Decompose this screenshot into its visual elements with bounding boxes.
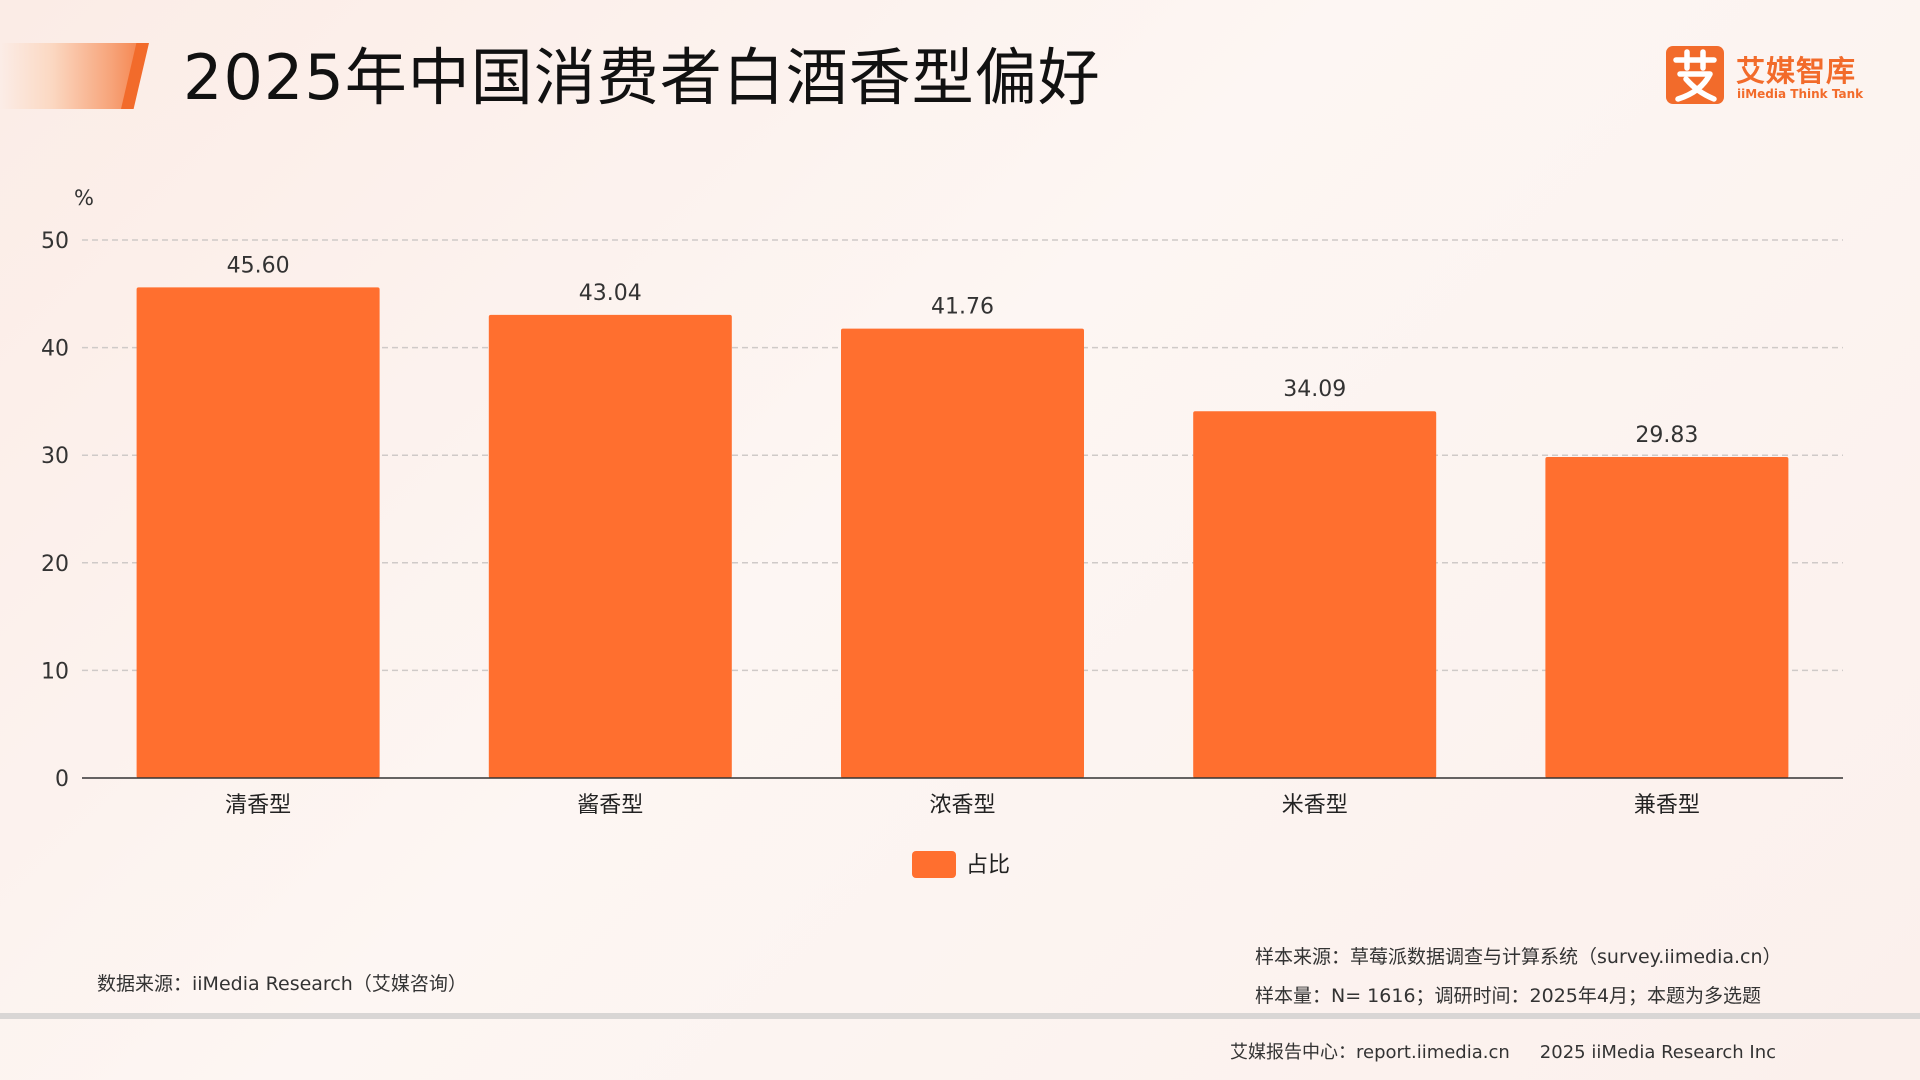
x-category-label: 米香型 <box>1282 793 1348 818</box>
logo-name-en: iiMedia Think Tank <box>1737 87 1864 101</box>
x-category-label: 兼香型 <box>1634 793 1700 818</box>
copyright-text: 2025 iiMedia Research Inc <box>1539 1042 1777 1063</box>
bar-value-label: 45.60 <box>227 253 290 278</box>
x-category-label: 酱香型 <box>577 793 643 818</box>
y-tick-label: 20 <box>41 552 69 577</box>
y-tick-label: 40 <box>41 337 69 362</box>
y-axis-unit-label: % <box>74 186 94 210</box>
sample-source-note: 样本来源：草莓派数据调查与计算系统（survey.iimedia.cn） <box>1255 946 1782 968</box>
report-center-text: 艾媒报告中心：report.iimedia.cn <box>1230 1042 1510 1063</box>
legend-swatch <box>912 851 956 878</box>
brand-logo: 艾媒智库 iiMedia Think Tank <box>1666 46 1866 108</box>
page-title: 2025年中国消费者白酒香型偏好 <box>183 41 1101 114</box>
bar-value-label: 41.76 <box>931 295 994 320</box>
y-tick-label: 30 <box>41 444 69 469</box>
data-source-note: 数据来源：iiMedia Research（艾媒咨询） <box>97 973 467 995</box>
bar <box>841 328 1084 778</box>
y-tick-label: 50 <box>41 229 69 254</box>
bar-value-label: 34.09 <box>1283 377 1346 402</box>
bar <box>1193 411 1437 778</box>
logo-name-cn: 艾媒智库 <box>1736 54 1857 88</box>
title-decoration-gradient <box>0 43 148 109</box>
bar-value-label: 43.04 <box>579 281 642 306</box>
legend-label: 占比 <box>966 853 1010 878</box>
logo-mark-icon <box>1666 46 1724 104</box>
y-tick-label: 0 <box>55 767 69 792</box>
bar <box>488 314 732 778</box>
y-tick-label: 10 <box>41 659 69 684</box>
x-category-label: 清香型 <box>225 793 291 818</box>
bar <box>1545 457 1789 778</box>
bar <box>136 287 380 778</box>
footer-divider <box>0 1013 1920 1019</box>
bar-value-label: 29.83 <box>1635 423 1698 448</box>
sample-size-note: 样本量：N= 1616；调研时间：2025年4月；本题为多选题 <box>1255 985 1761 1007</box>
x-category-label: 浓香型 <box>929 793 995 818</box>
footer: 艾媒报告中心：report.iimedia.cn 2025 iiMedia Res… <box>1230 1038 1776 1064</box>
